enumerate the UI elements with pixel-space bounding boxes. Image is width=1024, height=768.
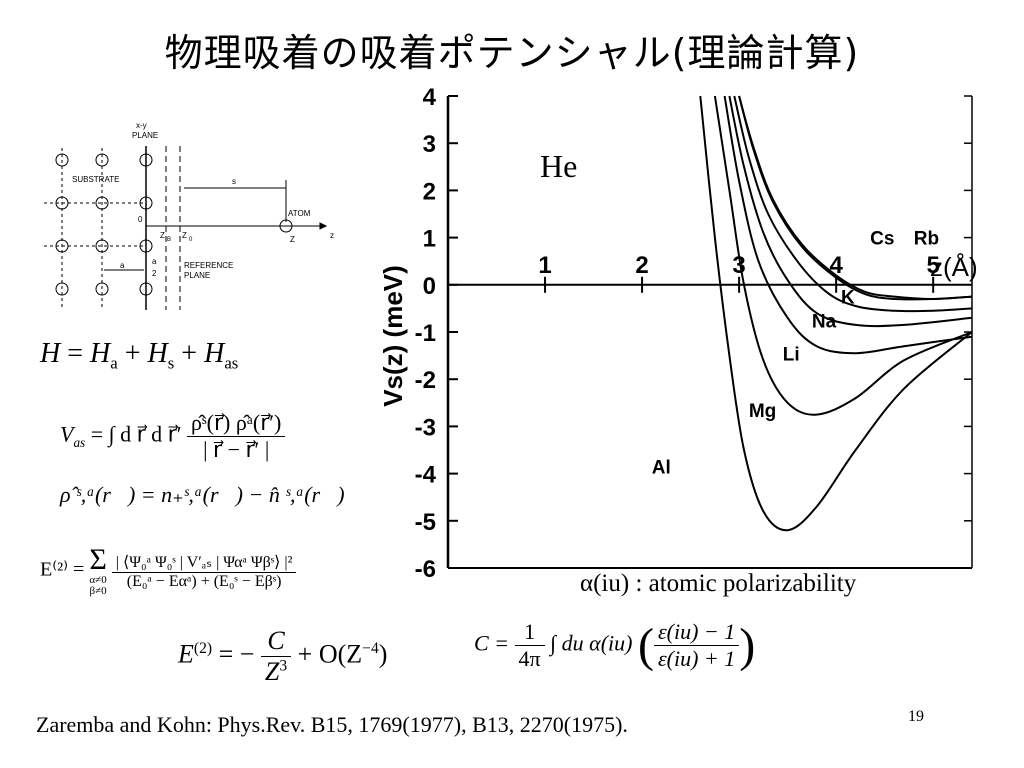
series-label-k: K bbox=[841, 288, 855, 309]
x-tick-label: 2 bbox=[635, 252, 648, 279]
series-line-mg bbox=[713, 95, 973, 416]
asymptotic-energy-equation: E(2) = − C Z3 + O(Z−4) bbox=[178, 626, 388, 686]
a-label: a bbox=[120, 261, 125, 270]
z0-label: Z bbox=[182, 231, 187, 240]
series-line-li bbox=[723, 95, 973, 355]
substrate-schematic: x-y PLANE SUBSTRATE ATOM s z 0 Z B Z 0 Z… bbox=[44, 121, 334, 310]
x-tick-label: 1 bbox=[538, 252, 551, 279]
series-line-k bbox=[733, 95, 973, 313]
series-label-li: Li bbox=[783, 344, 800, 365]
page-number: 19 bbox=[908, 708, 924, 725]
plane-label: x-y bbox=[136, 121, 147, 130]
zb-label: Z bbox=[160, 231, 165, 240]
y-tick-label: -1 bbox=[415, 320, 436, 347]
adsorbed-atom bbox=[279, 219, 293, 233]
series-label-rb: Rb bbox=[914, 229, 939, 250]
chart-frame bbox=[446, 96, 973, 569]
polarizability-note: α(iu) : atomic polarizability bbox=[580, 570, 857, 597]
y-tick-label: -3 bbox=[415, 414, 436, 441]
s-label: s bbox=[232, 177, 236, 186]
interaction-potential-equation: Vas = ∫ d r⃗ d r⃗′ ρ̂ˢ(r⃗) ρ̂ᵃ(r⃗′) | r⃗ … bbox=[60, 410, 286, 463]
zb-subscript: B bbox=[167, 237, 171, 243]
x-axis-label: z(Å) bbox=[930, 252, 978, 282]
lattice-lines bbox=[44, 148, 146, 308]
chart-annotation-he: He bbox=[540, 148, 578, 184]
y-tick-label: -5 bbox=[415, 509, 436, 536]
y-tick-label: -4 bbox=[415, 462, 437, 489]
reference-label: REFERENCE bbox=[184, 261, 233, 270]
citation: Zaremba and Kohn: Phys.Rev. B15, 1769(19… bbox=[36, 712, 628, 737]
y-tick-label: 3 bbox=[423, 131, 436, 158]
z-axis-arrow bbox=[319, 222, 328, 230]
series-line-na bbox=[728, 95, 973, 328]
y-tick-label: 4 bbox=[423, 88, 437, 111]
chart-series bbox=[699, 95, 973, 532]
y-axis-ticks: 4 3 2 1 0 -1 -2 -3 -4 -5 -6 bbox=[415, 88, 972, 578]
series-labels: Al Mg Li NaK Cs Rb bbox=[652, 229, 939, 479]
series-line-rb bbox=[738, 95, 973, 301]
c-coefficient-equation: C = 1 4π ∫ du α(iu) (ε(iu) − 1 ε(iu) + 1) bbox=[474, 619, 756, 672]
origin-label: 0 bbox=[138, 215, 143, 224]
y-tick-label: 0 bbox=[423, 273, 436, 300]
charge-density-equation: ρ̂ ˢ,ᵃ(r⃗) = n₊ˢ,ᵃ(r⃗) − n̂ ˢ,ᵃ(r⃗) bbox=[60, 482, 345, 507]
potential-chart: 4 3 2 1 0 -1 -2 -3 -4 -5 -6 1 2 3 4 5 Al Mg Li NaK Cs Rb Vs… bbox=[378, 88, 978, 578]
y-tick-label: -2 bbox=[415, 367, 436, 394]
z0-subscript: 0 bbox=[189, 237, 193, 243]
z-axis-label: z bbox=[330, 231, 334, 240]
atom-label: ATOM bbox=[288, 209, 311, 218]
a-half-label: 2 bbox=[152, 269, 157, 278]
substrate-label: SUBSTRATE bbox=[72, 175, 119, 184]
atom-z-label: Z bbox=[290, 235, 295, 244]
series-label-cs: Cs bbox=[870, 229, 894, 250]
x-tick-label: 5 bbox=[927, 252, 940, 279]
hamiltonian-equation: H = Ha + Hs + Has bbox=[40, 338, 239, 373]
y-tick-label: -6 bbox=[415, 556, 436, 578]
y-axis-label: Vs(z) (meV) bbox=[378, 265, 408, 407]
series-line-al bbox=[699, 95, 973, 532]
plane-label: PLANE bbox=[132, 131, 158, 140]
second-order-energy-equation: E⁽²⁾ = Σ α≠0 β≠0 | ⟨Ψ₀ᵃ Ψ₀ˢ | V′ₐₛ | Ψαᵃ… bbox=[40, 545, 297, 597]
y-tick-label: 2 bbox=[423, 178, 436, 205]
y-tick-label: 1 bbox=[423, 226, 436, 253]
series-label-mg: Mg bbox=[749, 401, 776, 422]
a-half-label: a bbox=[152, 257, 157, 266]
series-label-na: Na bbox=[812, 311, 837, 332]
page-title: 物理吸着の吸着ポテンシャル(理論計算) bbox=[164, 31, 860, 75]
reference-label: PLANE bbox=[184, 271, 210, 280]
series-label-al: Al bbox=[652, 458, 671, 479]
